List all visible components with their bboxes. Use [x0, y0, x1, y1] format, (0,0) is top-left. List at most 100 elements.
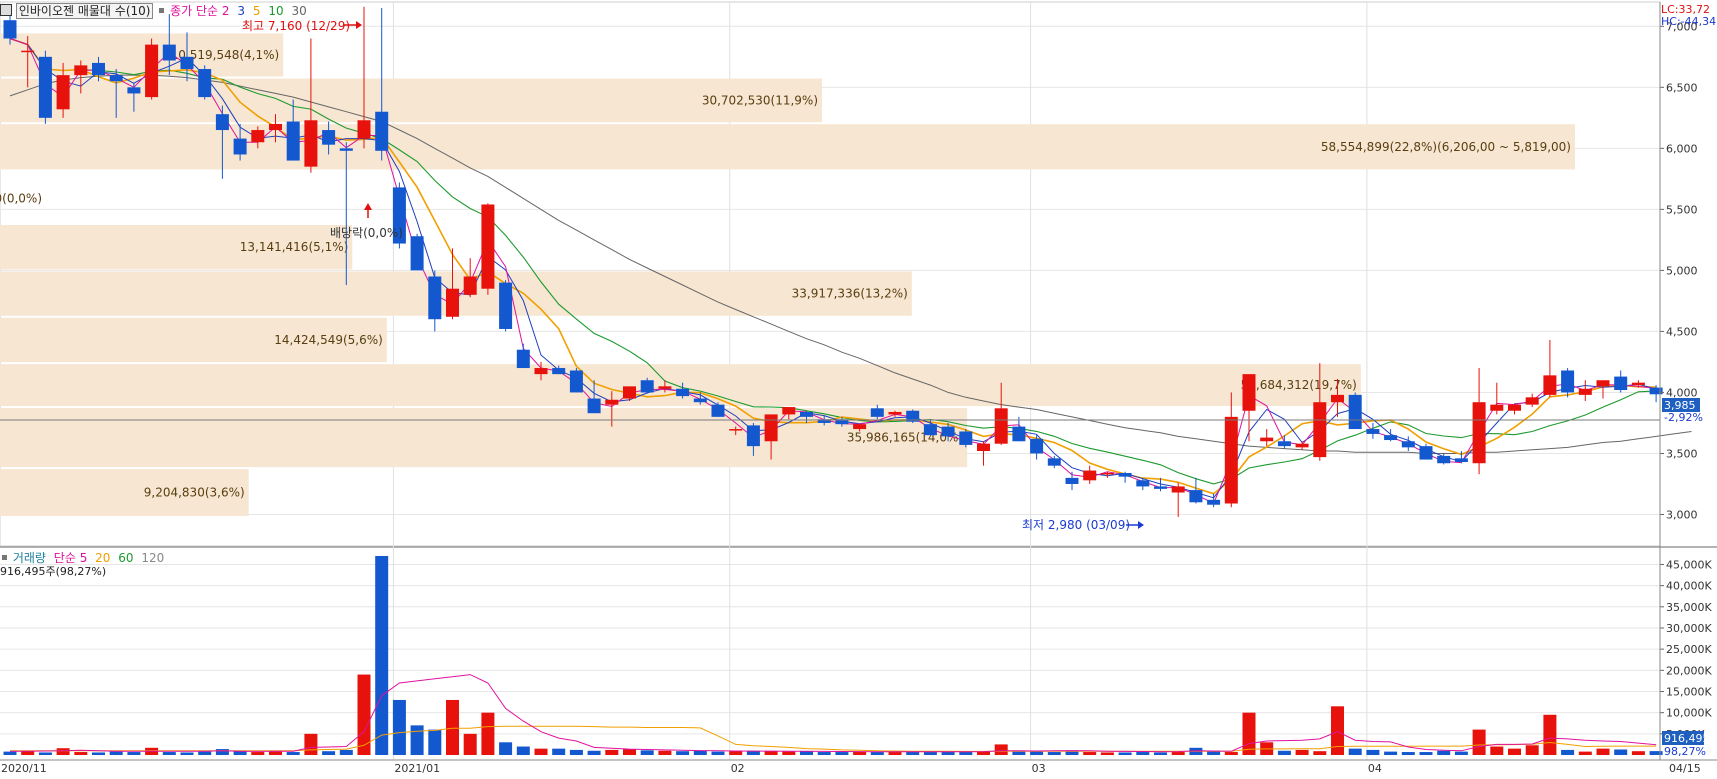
volume-bar [56, 748, 70, 755]
candle [782, 407, 796, 420]
candle-body [977, 443, 990, 452]
volume-bar [1331, 706, 1344, 755]
volume-bar [375, 556, 389, 755]
candle-body [1384, 435, 1398, 441]
candle-body [145, 44, 159, 98]
volume-bar [941, 751, 955, 755]
candle [428, 270, 442, 332]
candle-body [941, 426, 955, 437]
ma-period-3: 3 [237, 4, 246, 18]
volume-bar [1348, 748, 1362, 755]
candle [977, 441, 990, 466]
profile-band: 14,424,549(5,6%) [0, 317, 387, 363]
candle-body [1525, 397, 1539, 405]
high-arrow-icon [343, 21, 362, 29]
candle-body [1419, 446, 1433, 460]
candle-body [587, 398, 601, 414]
candle-body [1472, 402, 1486, 464]
volume-bar [21, 750, 35, 755]
volume-bar [693, 750, 707, 755]
candle-body [215, 114, 229, 131]
profile-label: 30,702,530(11,9%) [702, 93, 818, 107]
volume-bar [835, 752, 849, 755]
volume-bar [1030, 751, 1044, 755]
volume-bar [233, 751, 247, 755]
candle [1154, 477, 1167, 492]
vol-ma-20: 20 [95, 551, 111, 565]
candle-body [1366, 429, 1380, 434]
profile-label: 58,554,899(22,8%)(6,206,00 ~ 5,819,00) [1321, 140, 1571, 154]
ma-period-5: 5 [252, 4, 261, 18]
candle [676, 382, 690, 399]
price-tick-label: 4,000 [1666, 386, 1698, 399]
candle-body [623, 386, 636, 399]
volume-bar [1525, 745, 1539, 755]
volume-bar [1543, 714, 1557, 755]
candle [552, 365, 566, 375]
profile-band: 30,702,530(11,9%) [0, 78, 823, 123]
low-arrow-icon [1126, 521, 1144, 529]
candle [375, 8, 389, 161]
volume-bar [516, 746, 530, 755]
price-title[interactable]: 인바이오젠 매물대 수(10) [15, 3, 154, 19]
candle-body [994, 408, 1008, 444]
candle-body [74, 65, 88, 76]
volume-bar [269, 751, 282, 755]
candle-body [1631, 382, 1645, 386]
candle-body [1313, 402, 1327, 458]
vol-ma-label: 단순 [53, 551, 76, 565]
volume-tick-label: 30,000K [1666, 622, 1712, 635]
candle [1100, 471, 1114, 478]
candle-body [1277, 441, 1291, 447]
volume-bar [1012, 751, 1026, 755]
candle [322, 121, 336, 155]
volume-bar [215, 749, 229, 755]
volume-profile: 9,204,830(3,6%) 35,986,165(14,0%) 50,684,3… [0, 33, 1575, 516]
volume-bar [1242, 712, 1256, 755]
candle-body [428, 276, 442, 320]
volume-ma-lines [10, 674, 1657, 753]
candle-body [800, 411, 813, 417]
profile-band: 35,986,165(14,0%) [0, 408, 968, 468]
volume-bar [1083, 752, 1097, 755]
candle-body [1207, 499, 1221, 505]
candle [835, 416, 849, 427]
volume-bar [109, 751, 123, 755]
ma10-line [9, 37, 1657, 485]
candle-body [3, 20, 17, 39]
candle-body [1596, 380, 1610, 387]
vol-toggle-icon[interactable] [2, 555, 7, 560]
candle-body [375, 111, 389, 151]
candle [516, 343, 530, 369]
candle [729, 426, 743, 436]
candle-body [1189, 490, 1203, 503]
ma-toggle-icon[interactable] [159, 8, 165, 13]
volume-bar [534, 748, 548, 755]
candle [499, 280, 513, 332]
candle [658, 380, 672, 393]
volume-readout-box [1662, 731, 1704, 745]
candle-body [676, 388, 690, 397]
candle [38, 50, 52, 124]
candle [923, 419, 937, 436]
candle [1242, 374, 1256, 442]
price-tick-label: 6,000 [1666, 142, 1698, 155]
x-tick-label: 2021/01 [394, 762, 440, 775]
ma3-line [9, 38, 1657, 499]
candle [1030, 435, 1044, 460]
candle [1065, 471, 1079, 491]
chart-menu-icon[interactable] [0, 4, 12, 16]
volume-bar [162, 752, 176, 755]
volume-bar [552, 748, 566, 755]
volume-bar [410, 725, 424, 755]
volume-bar [1154, 752, 1167, 755]
volume-bar [1454, 751, 1468, 755]
candle [1561, 368, 1575, 398]
candle [1313, 363, 1327, 461]
candle-body [534, 368, 548, 375]
price-tick-label: 5,500 [1666, 203, 1698, 216]
candle-body [1260, 437, 1274, 442]
candle-body [853, 424, 867, 430]
candle [1490, 382, 1504, 415]
